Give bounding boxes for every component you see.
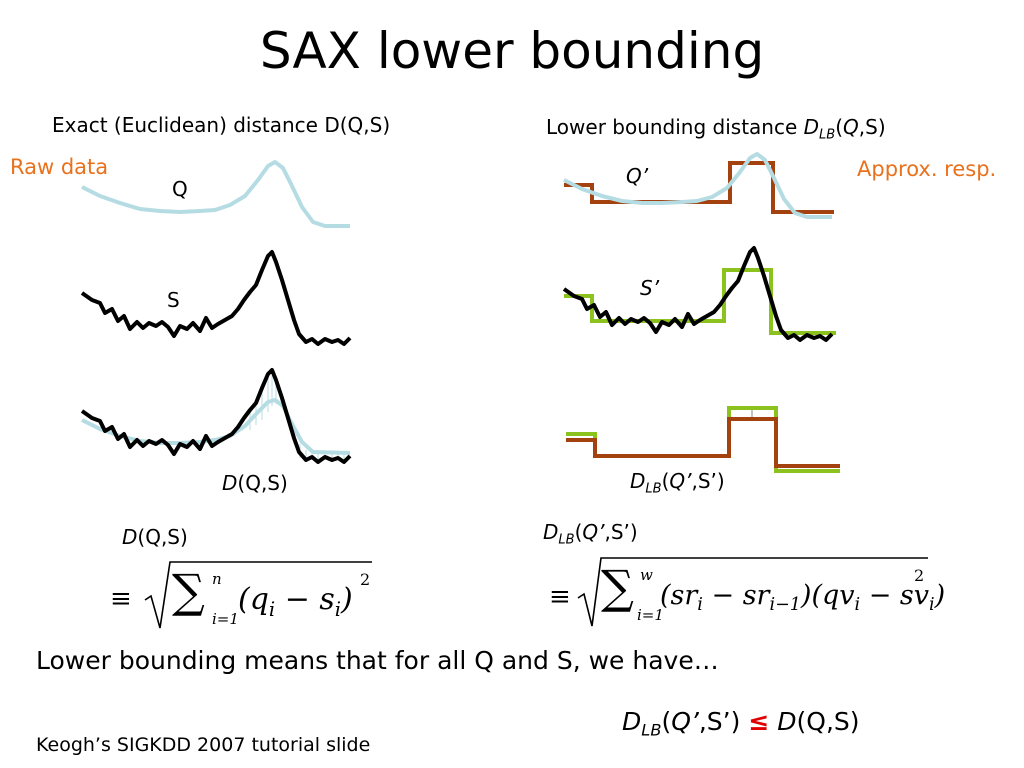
- right-header: Lower bounding distance DLB(Q,S): [546, 115, 886, 143]
- left-header: Exact (Euclidean) distance D(Q,S): [52, 113, 391, 137]
- credit: Keogh’s SIGKDD 2007 tutorial slide: [36, 734, 371, 756]
- sum-upper-right: w: [640, 566, 653, 584]
- q-series-right: [563, 152, 832, 219]
- q-prime-label: Q’: [626, 164, 649, 188]
- sum-symbol-left: ∑: [172, 564, 205, 618]
- statement: Lower bounding means that for all Q and …: [36, 646, 719, 675]
- sum-symbol-right: ∑: [601, 560, 634, 614]
- s-series-right: [562, 246, 834, 342]
- formula-right-title: DLB(Q’,S’): [543, 520, 638, 548]
- le-symbol: ≤: [748, 707, 770, 736]
- sum-lower-left: i=1: [212, 610, 239, 628]
- raw-data-label: Raw data: [10, 155, 109, 179]
- q-approx-overlay: [566, 417, 840, 468]
- formula-left-equiv: ≡: [110, 584, 132, 614]
- formula-right-equiv: ≡: [549, 582, 571, 612]
- approx-label: Approx. resp.: [857, 157, 997, 181]
- q-series-raw: [81, 160, 350, 228]
- inequality: DLB(Q’,S’) ≤ D(Q,S): [622, 707, 860, 740]
- s-label: S: [167, 288, 180, 312]
- slide-title: SAX lower bounding: [259, 22, 765, 80]
- q-label: Q: [172, 177, 188, 201]
- formula-right-body: (sri − sri−1)(qvi − svi): [660, 580, 946, 616]
- s-series-raw: [80, 250, 352, 346]
- d-label: D(Q,S): [222, 471, 288, 495]
- formula-left-title: D(Q,S): [122, 525, 188, 549]
- s-series-overlay: [80, 368, 352, 464]
- s-prime-label: S’: [640, 276, 660, 300]
- sum-upper-left: n: [212, 570, 222, 588]
- dlb-label: DLB(Q’,S’): [630, 469, 725, 497]
- formula-left-body: (qi − si): [238, 582, 353, 621]
- formula-left-power: 2: [360, 570, 371, 589]
- sum-lower-right: i=1: [637, 606, 664, 624]
- formula-right-power: 2: [914, 566, 925, 585]
